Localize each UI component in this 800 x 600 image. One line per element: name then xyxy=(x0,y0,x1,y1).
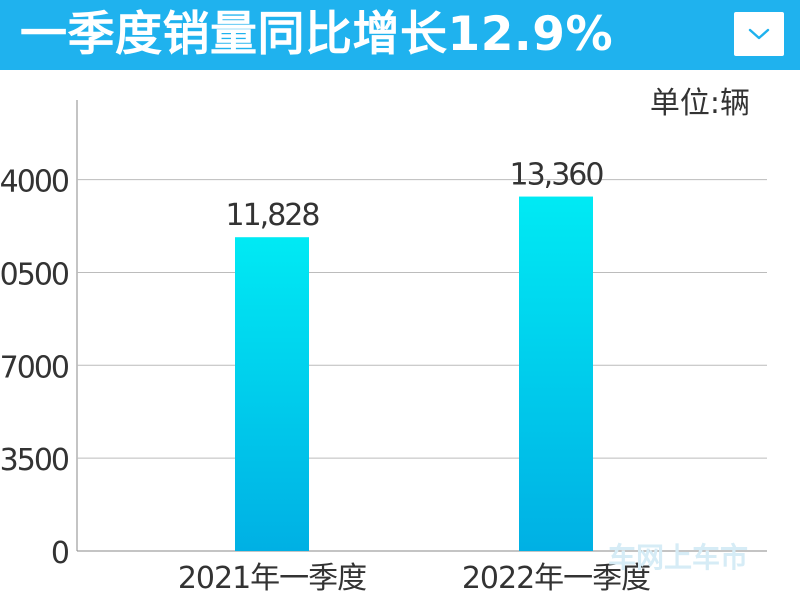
y-tick-label: 7000 xyxy=(0,350,69,385)
title-banner: 一季度销量同比增长12.9% xyxy=(0,0,800,70)
y-tick-label: 0 xyxy=(51,536,69,571)
data-label: 11,828 xyxy=(226,198,320,233)
data-label: 13,360 xyxy=(510,158,604,193)
bar xyxy=(519,196,593,551)
y-tick-label: 10500 xyxy=(0,257,69,292)
y-tick-label: 3500 xyxy=(0,443,69,478)
y-tick-label: 14000 xyxy=(0,165,69,200)
x-tick-label: 2022年一季度 xyxy=(462,561,650,596)
watermark-logo: 车网上车市 xyxy=(608,541,749,574)
unit-label: 单位:辆 xyxy=(649,86,750,121)
chevron-down-icon xyxy=(748,28,770,40)
bar xyxy=(235,237,309,551)
page-title: 一季度销量同比增长12.9% xyxy=(20,7,614,62)
expand-button[interactable] xyxy=(734,12,784,56)
x-tick-label: 2021年一季度 xyxy=(178,561,366,596)
